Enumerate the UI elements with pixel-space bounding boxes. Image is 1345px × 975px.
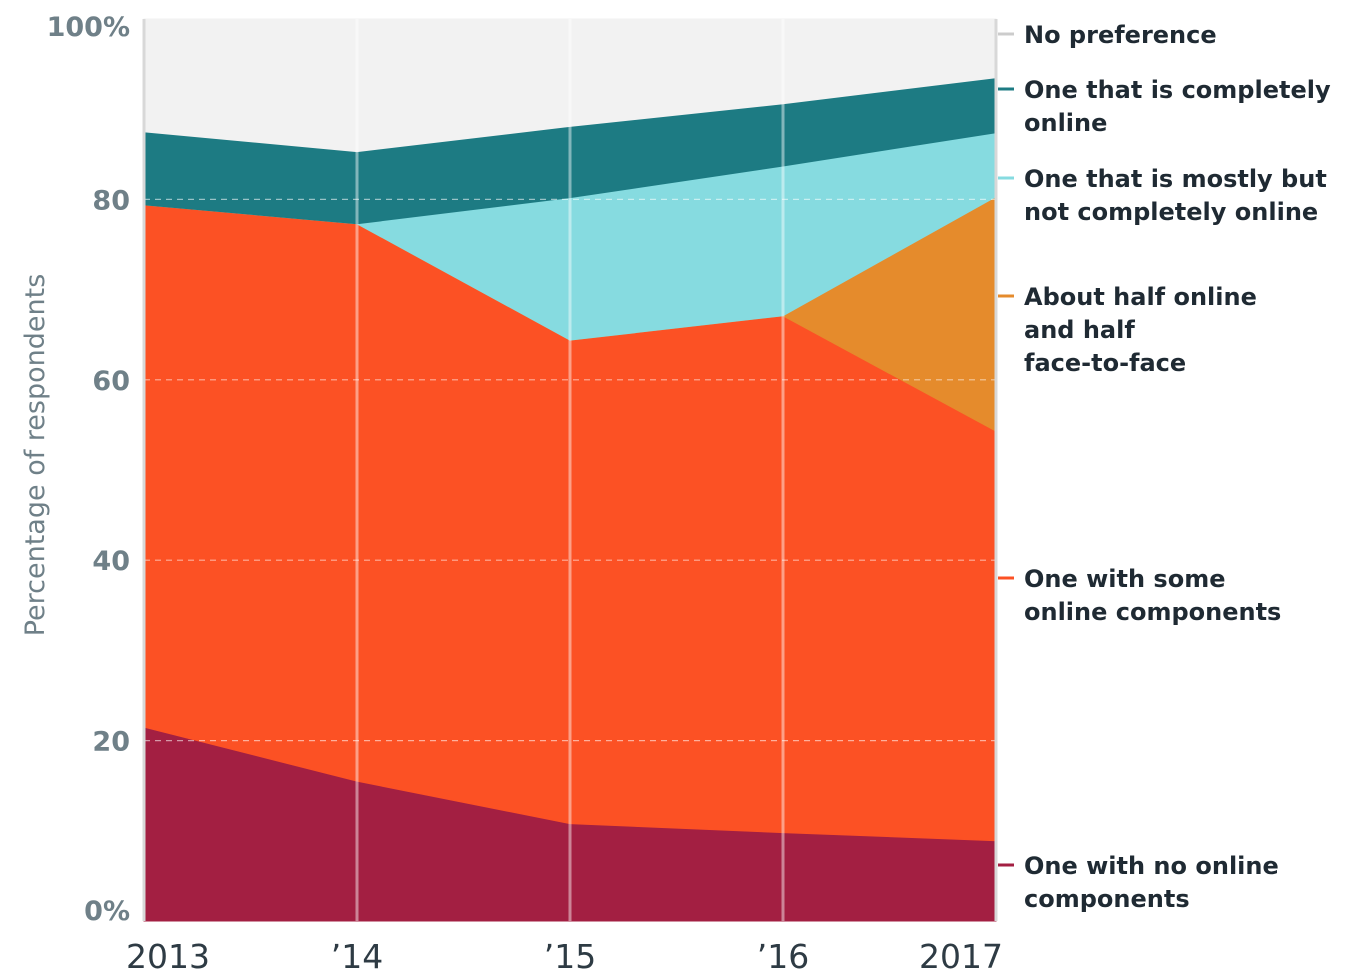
legend-label: components	[1024, 885, 1190, 913]
x-tick-label: 2013	[126, 937, 210, 975]
legend-label: face-to-face	[1024, 349, 1186, 377]
y-axis-ticks: 0% 20 40 60 80 100%	[47, 12, 130, 927]
legend-label: No preference	[1024, 21, 1217, 49]
legend-label: One that is mostly but	[1024, 165, 1327, 193]
area-layer	[143, 18, 997, 922]
y-axis-label: Percentage of respondents	[20, 274, 51, 637]
x-axis-ticks: 2013 ’14 ’15 ’16 2017	[126, 937, 1003, 975]
legend-label: online	[1024, 109, 1107, 137]
legend-label: One with no online	[1024, 852, 1279, 880]
legend-label: online components	[1024, 598, 1281, 626]
x-tick-label: ’16	[757, 937, 809, 975]
legend-label: and half	[1024, 316, 1135, 344]
x-tick-label: 2017	[919, 937, 1003, 975]
y-tick-label: 0%	[84, 896, 130, 927]
legend-label: not completely online	[1024, 198, 1318, 226]
gridlines	[144, 198, 996, 742]
legend-label: One with some	[1024, 565, 1226, 593]
y-tick-label: 40	[92, 546, 130, 577]
year-lines	[142, 19, 998, 921]
legend-label: One that is completely	[1024, 76, 1331, 104]
x-tick-label: ’15	[544, 937, 596, 975]
y-tick-label: 60	[92, 366, 130, 397]
legend-label: About half online	[1024, 283, 1257, 311]
y-tick-label: 100%	[47, 12, 130, 43]
legend: No preference One that is completely onlin…	[998, 21, 1331, 913]
x-tick-label: ’14	[331, 937, 383, 975]
y-tick-label: 80	[92, 185, 130, 216]
y-tick-label: 20	[92, 727, 130, 758]
